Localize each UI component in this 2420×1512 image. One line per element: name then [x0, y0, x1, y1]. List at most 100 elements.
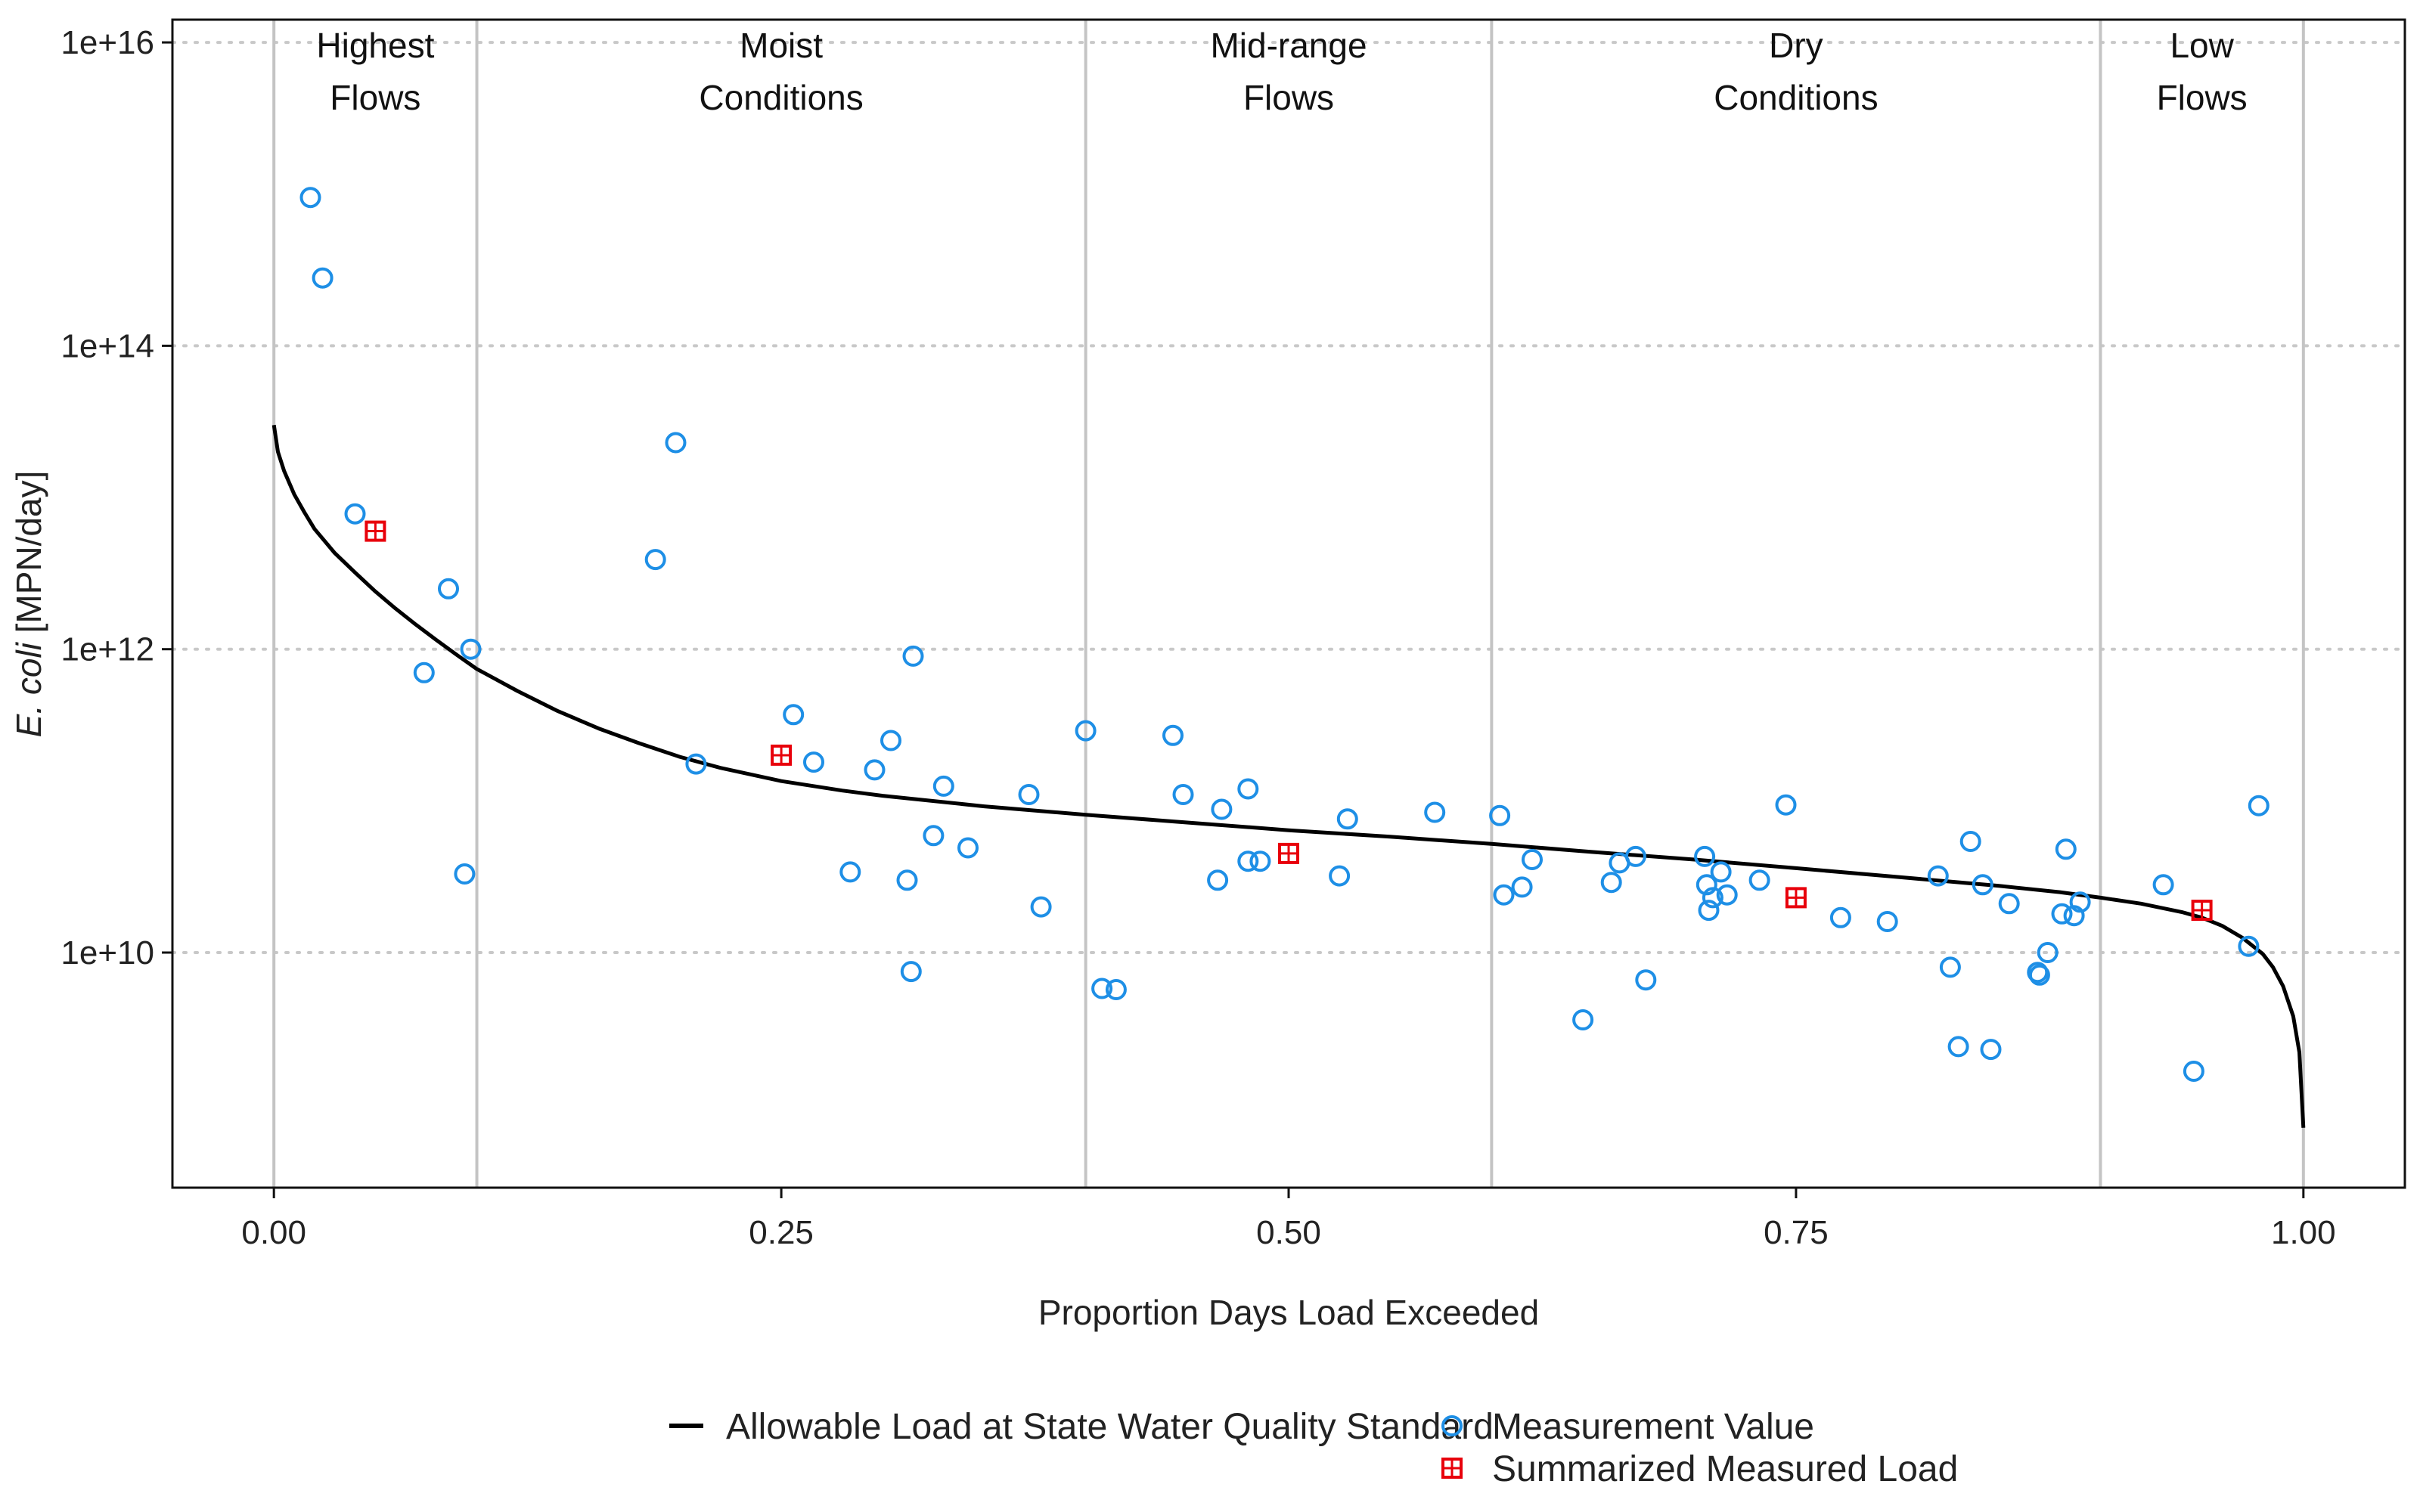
zone-label-0-line2: Flows: [330, 78, 420, 117]
measurement-point-33: [1329, 865, 1351, 887]
y-tick-label-2: 1e+14: [60, 327, 154, 364]
summarized-load-marker-4: [2191, 900, 2213, 922]
measurement-point-52: [1775, 794, 1797, 816]
summarized-load-marker-0: [365, 520, 386, 542]
measurement-point-56: [1939, 956, 1961, 978]
measurement-point-12: [839, 861, 861, 883]
measurement-point-67: [2063, 905, 2085, 927]
measurement-point-23: [1075, 720, 1097, 742]
zone-label-2-line2: Flows: [1243, 78, 1334, 117]
measurement-point-28: [1207, 869, 1229, 891]
x-tick-label-2: 0.50: [1256, 1214, 1321, 1251]
measurement-point-11: [803, 751, 824, 773]
x-tick-label-1: 0.25: [749, 1214, 814, 1251]
measurement-point-57: [1947, 1036, 1969, 1058]
y-axis: 1e+10 1e+12 1e+14 1e+16: [60, 24, 172, 971]
measurement-point-58: [1959, 831, 1981, 852]
zone-label-1-line1: Moist: [740, 26, 823, 65]
measurement-point-17: [902, 645, 924, 667]
measurement-point-47: [1698, 900, 1720, 922]
measurement-point-39: [1522, 849, 1543, 870]
measurement-point-44: [1635, 969, 1657, 991]
measurement-point-48: [1702, 887, 1723, 909]
measurement-point-50: [1716, 884, 1738, 906]
measurement-point-46: [1696, 874, 1717, 896]
measurement-point-64: [2037, 942, 2059, 963]
measurement-point-32: [1249, 850, 1271, 872]
measurement-point-30: [1237, 778, 1259, 800]
measurement-point-0: [299, 187, 321, 209]
y-axis-title: E. coli [MPN/day]: [9, 471, 48, 738]
measurement-point-38: [1511, 876, 1533, 898]
measurement-value-series: [299, 187, 2270, 1082]
measurement-point-29: [1211, 798, 1233, 820]
measurement-point-1: [312, 267, 334, 289]
legend-square-key: [1441, 1458, 1463, 1479]
zone-labels: Highest Flows Moist Conditions Mid-range Flow…: [316, 26, 2247, 117]
measurement-point-27: [1172, 784, 1194, 805]
measurement-point-63: [2028, 964, 2050, 986]
measurement-point-40: [1572, 1009, 1594, 1030]
measurement-point-60: [1980, 1039, 2002, 1061]
measurement-point-35: [1424, 801, 1446, 823]
y-tick-label-3: 1e+16: [60, 24, 154, 61]
measurement-point-72: [2248, 795, 2270, 816]
measurement-point-18: [923, 825, 945, 847]
measurement-point-5: [454, 863, 476, 885]
measurement-point-2: [344, 503, 366, 525]
zone-label-1-line2: Conditions: [699, 78, 863, 117]
zone-label-0-line1: Highest: [316, 26, 434, 65]
x-axis-title: Proportion Days Load Exceeded: [1038, 1293, 1539, 1332]
measurement-point-3: [413, 662, 435, 683]
measurement-point-6: [460, 638, 482, 660]
zone-label-3-line1: Dry: [1769, 26, 1823, 65]
legend-label-measurement-value: Measurement Value: [1492, 1407, 1814, 1447]
zone-label-4-line2: Flows: [2157, 78, 2248, 117]
legend-label-summarized-load: Summarized Measured Load: [1492, 1449, 1958, 1489]
measurement-point-51: [1748, 869, 1770, 891]
measurement-point-66: [2055, 838, 2077, 860]
x-tick-label-3: 0.75: [1764, 1214, 1829, 1251]
measurement-point-36: [1489, 804, 1511, 826]
legend-circle-key: [1441, 1415, 1463, 1436]
measurement-point-55: [1927, 865, 1949, 887]
measurement-point-21: [1018, 784, 1040, 805]
y-tick-label-0: 1e+10: [60, 934, 154, 971]
measurement-point-26: [1162, 724, 1184, 746]
measurement-point-69: [2152, 874, 2174, 896]
measurement-point-65: [2051, 903, 2073, 925]
y-tick-label-1: 1e+12: [60, 631, 154, 668]
measurement-point-25: [1105, 979, 1127, 1000]
zone-label-4-line1: Low: [2170, 26, 2234, 65]
grid-lines: [171, 41, 2406, 954]
measurement-point-53: [1829, 906, 1851, 928]
summarized-load-marker-1: [771, 744, 793, 766]
measurement-point-24: [1091, 978, 1113, 999]
measurement-point-16: [900, 961, 922, 983]
measurement-point-20: [957, 837, 979, 859]
summarized-load-marker-3: [1785, 887, 1807, 909]
zone-label-2-line1: Mid-range: [1210, 26, 1367, 65]
zone-label-3-line2: Conditions: [1714, 78, 1878, 117]
measurement-point-71: [2238, 935, 2260, 957]
measurement-point-10: [783, 704, 805, 726]
measurement-point-54: [1876, 911, 1898, 932]
measurement-point-37: [1493, 884, 1515, 906]
measurement-point-15: [896, 869, 918, 891]
x-tick-label-4: 1.00: [2271, 1214, 2336, 1251]
measurement-point-49: [1710, 861, 1732, 883]
measurement-point-14: [880, 730, 901, 751]
measurement-point-4: [438, 578, 459, 600]
summarized-load-series: [365, 520, 2213, 922]
measurement-point-8: [665, 432, 687, 454]
legend: Allowable Load at State Water Quality St…: [669, 1407, 1958, 1489]
measurement-point-13: [864, 759, 886, 781]
measurement-point-59: [1972, 874, 1993, 896]
measurement-point-9: [685, 753, 707, 775]
summarized-load-marker-2: [1278, 842, 1299, 864]
measurement-point-68: [2069, 891, 2091, 913]
measurement-point-19: [932, 775, 954, 797]
measurement-point-22: [1030, 896, 1052, 918]
